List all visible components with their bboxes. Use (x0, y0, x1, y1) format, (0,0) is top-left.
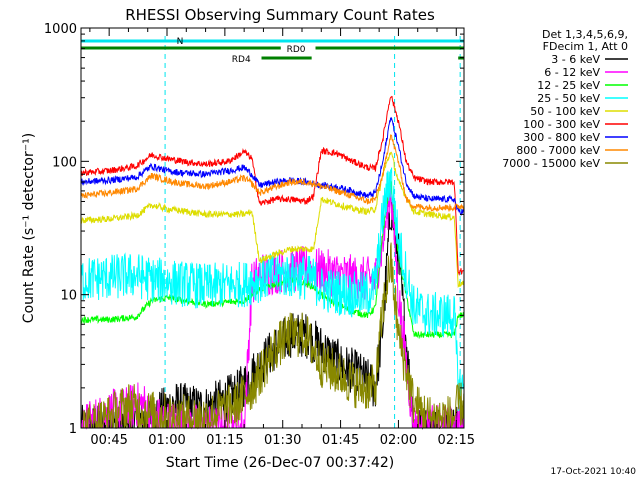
x-tick-label-0: 00:45 (90, 433, 127, 448)
legend: Det 1,3,4,5,6,9,FDecim 1, Att 03 - 6 keV… (502, 28, 628, 170)
x-tick-label-2: 01:15 (206, 433, 243, 448)
x-axis-label: Start Time (26-Dec-07 00:37:42) (166, 455, 394, 471)
series-layer (80, 95, 465, 430)
y-axis-label: Count Rate (s⁻¹ detector⁻¹) (21, 133, 37, 323)
legend-label-4: 50 - 100 keV (530, 105, 600, 118)
footer-timestamp: 17-Oct-2021 10:40 (551, 467, 637, 477)
y-tick-label-1: 10 (60, 289, 77, 304)
legend-label-0: 3 - 6 keV (551, 53, 600, 66)
legend-label-3: 25 - 50 keV (537, 92, 600, 105)
x-tick-label-4: 01:45 (322, 433, 359, 448)
legend-label-5: 100 - 300 keV (523, 118, 600, 131)
series-1 (80, 183, 465, 430)
x-tick-label-3: 01:30 (264, 433, 301, 448)
rd4-label: RD4 (232, 55, 251, 65)
n-label: N (177, 37, 184, 47)
series-line-3 (80, 167, 465, 412)
series-8 (81, 242, 465, 430)
legend-header-0: Det 1,3,4,5,6,9, (542, 28, 628, 41)
series-6 (80, 116, 464, 217)
series-line-5 (80, 95, 464, 276)
series-line-8 (81, 242, 465, 430)
legend-label-6: 300 - 800 keV (523, 131, 600, 144)
legend-header-1: FDecim 1, Att 0 (543, 40, 628, 53)
observing-flags: N RD0 RD4 (81, 36, 464, 428)
chart-title: RHESSI Observing Summary Count Rates (125, 6, 435, 24)
series-line-6 (80, 116, 464, 217)
series-4 (80, 151, 465, 289)
rd0-label: RD0 (287, 45, 306, 55)
series-line-4 (80, 151, 465, 289)
series-line-1 (80, 183, 465, 430)
x-tick-label-5: 02:00 (380, 433, 417, 448)
axes: 00:45 01:00 01:15 01:30 01:45 02:00 02:15 1 10 10… (44, 22, 475, 448)
plot-frame (80, 27, 465, 429)
legend-label-1: 6 - 12 keV (544, 66, 600, 79)
series-line-7 (80, 134, 465, 213)
legend-label-7: 800 - 7000 keV (516, 144, 600, 157)
legend-label-8: 7000 - 15000 keV (502, 157, 600, 170)
series-7 (80, 134, 465, 213)
series-3 (80, 167, 465, 412)
x-tick-label-1: 01:00 (148, 433, 185, 448)
y-tick-label-0: 1 (69, 422, 77, 437)
legend-label-2: 12 - 25 keV (537, 79, 600, 92)
x-tick-label-6: 02:15 (438, 433, 475, 448)
series-5 (80, 95, 464, 276)
y-tick-label-2: 100 (52, 155, 77, 170)
y-tick-label-3: 1000 (44, 22, 77, 37)
